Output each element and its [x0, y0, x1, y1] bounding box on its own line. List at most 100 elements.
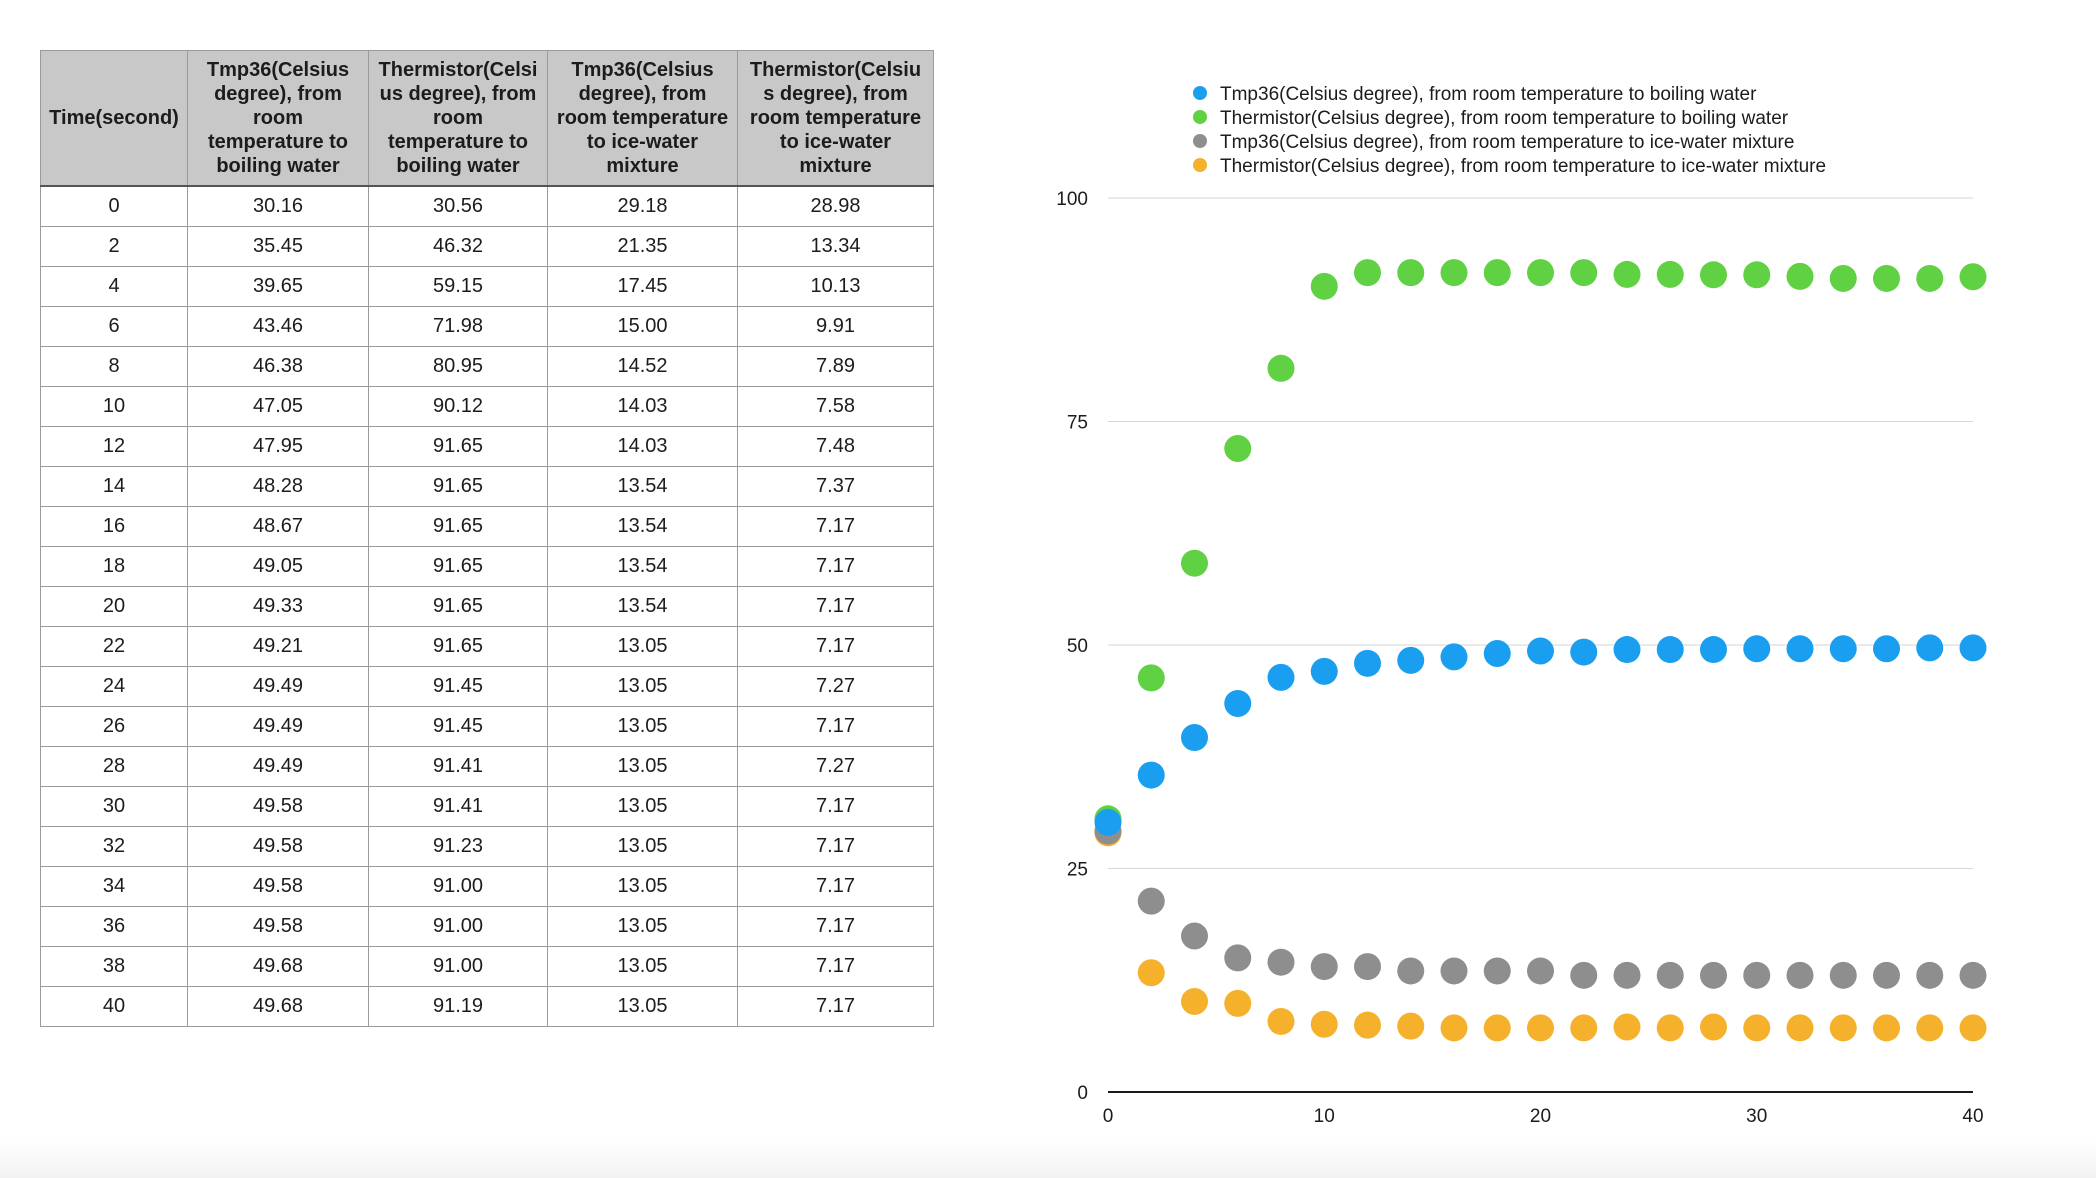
y-tick-label: 0 [1077, 1083, 1088, 1104]
data-point [1959, 961, 1987, 989]
table-cell: 13.05 [547, 906, 738, 947]
table-cell: 20 [40, 586, 188, 627]
table-cell: 7.37 [737, 466, 934, 507]
header-line: Thermistor(Celsiu [749, 59, 922, 81]
header-line: Time(second) [49, 107, 179, 129]
header-line: to ice-water [779, 131, 892, 153]
data-point [1310, 953, 1338, 981]
table-row: 36 49.58 91.00 13.05 7.17 [40, 906, 934, 947]
table-cell: 39.65 [187, 266, 369, 307]
table-cell: 91.65 [368, 426, 548, 467]
data-point [1137, 761, 1165, 789]
table-cell: 13.05 [547, 986, 738, 1027]
header-line: to ice-water [586, 131, 699, 153]
table-cell: 13.54 [547, 466, 738, 507]
table-cell: 34 [40, 866, 188, 907]
table-row: 40 49.68 91.19 13.05 7.17 [40, 986, 934, 1027]
table-cell: 49.49 [187, 706, 369, 747]
table-cell: 10 [40, 386, 188, 427]
table-cell: 46.38 [187, 346, 369, 387]
data-point [1570, 259, 1598, 287]
table-cell: 48.67 [187, 506, 369, 547]
legend-marker [1193, 134, 1207, 148]
header-line: room temperature [556, 107, 729, 129]
data-point [1267, 948, 1295, 976]
table-row: 30 49.58 91.41 13.05 7.17 [40, 786, 934, 827]
table-cell: 48.28 [187, 466, 369, 507]
table-cell: 49.49 [187, 666, 369, 707]
table-cell: 91.00 [368, 906, 548, 947]
table-cell: 49.58 [187, 866, 369, 907]
data-point [1354, 953, 1381, 981]
table-cell: 13.34 [737, 226, 934, 267]
header-line: temperature to [207, 131, 349, 153]
data-point [1440, 643, 1468, 671]
table-cell: 49.68 [187, 946, 369, 987]
table-cell: 2 [40, 226, 188, 267]
data-point [1483, 957, 1511, 985]
table-cell: 28.98 [737, 185, 934, 227]
data-point [1527, 637, 1554, 665]
table-row: 2 35.45 46.32 21.35 13.34 [40, 226, 934, 267]
table-cell: 49.58 [187, 906, 369, 947]
data-table: Time(second) Tmp36(Celsius degree), from r… [40, 50, 934, 1027]
table-cell: 49.05 [187, 546, 369, 587]
legend-label: Tmp36(Celsius degree), from room tempera… [1220, 132, 1794, 153]
data-point [1786, 1014, 1814, 1042]
data-point [1570, 638, 1598, 666]
data-point [1700, 636, 1727, 664]
table-cell: 7.27 [737, 666, 934, 707]
data-point [1743, 635, 1771, 663]
table-row: 38 49.68 91.00 13.05 7.17 [40, 946, 934, 987]
data-point [1570, 1014, 1598, 1042]
data-point [1613, 260, 1641, 288]
data-point [1829, 961, 1857, 989]
table-cell: 7.17 [737, 786, 934, 827]
table-cell: 13.54 [547, 586, 738, 627]
table-row: 10 47.05 90.12 14.03 7.58 [40, 386, 934, 427]
header-line: boiling water [396, 155, 520, 177]
data-point [1397, 1012, 1425, 1040]
data-point [1440, 259, 1468, 287]
x-tick-label: 10 [1314, 1106, 1335, 1127]
header-line: mixture [799, 155, 872, 177]
header-line: s degree), from [763, 83, 908, 105]
table-cell: 13.54 [547, 546, 738, 587]
table-row: 18 49.05 91.65 13.54 7.17 [40, 546, 934, 587]
table-cell: 49.21 [187, 626, 369, 667]
data-point [1354, 259, 1381, 287]
table-cell: 91.00 [368, 946, 548, 987]
table-cell: 12 [40, 426, 188, 467]
table-cell: 17.45 [547, 266, 738, 307]
header-line: room temperature [749, 107, 922, 129]
table-cell: 7.89 [737, 346, 934, 387]
table-cell: 0 [40, 185, 188, 227]
data-point [1613, 636, 1641, 664]
table-cell: 7.17 [737, 506, 934, 547]
data-point [1440, 957, 1468, 985]
table-cell: 13.05 [547, 666, 738, 707]
header-line: mixture [606, 155, 679, 177]
table-cell: 35.45 [187, 226, 369, 267]
data-point [1959, 263, 1987, 291]
data-point [1483, 1014, 1511, 1042]
data-point [1656, 260, 1684, 288]
table-cell: 4 [40, 266, 188, 307]
table-cell: 13.05 [547, 706, 738, 747]
table-cell: 13.05 [547, 826, 738, 867]
table-cell: 13.05 [547, 866, 738, 907]
header-line: temperature to [387, 131, 529, 153]
data-point [1570, 961, 1598, 989]
data-point [1310, 272, 1338, 300]
y-tick-label: 50 [1067, 636, 1088, 657]
table-cell: 91.65 [368, 586, 548, 627]
table-cell: 40 [40, 986, 188, 1027]
table-cell: 13.05 [547, 786, 738, 827]
data-point [1613, 961, 1641, 989]
table-cell: 91.23 [368, 826, 548, 867]
data-point [1829, 264, 1857, 292]
y-tick-label: 75 [1067, 413, 1088, 434]
data-point [1829, 635, 1857, 663]
data-point [1267, 663, 1295, 691]
table-cell: 91.65 [368, 546, 548, 587]
